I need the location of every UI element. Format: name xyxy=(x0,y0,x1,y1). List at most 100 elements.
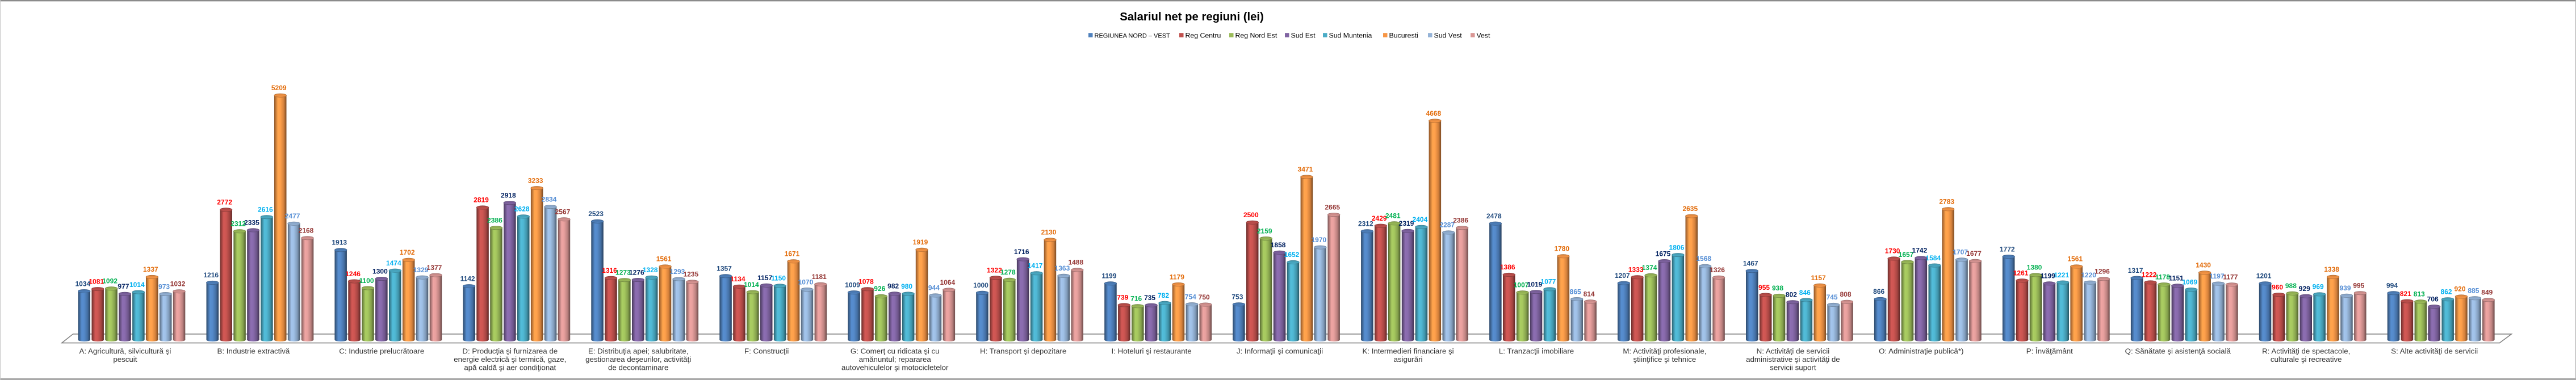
svg-text:O: Administraţie publică*): O: Administraţie publică*) xyxy=(1879,347,1963,356)
svg-text:1970: 1970 xyxy=(1311,236,1326,244)
svg-text:1317: 1317 xyxy=(2128,267,2143,275)
svg-text:1178: 1178 xyxy=(2155,273,2170,281)
svg-text:Salariul net pe regiuni (lei): Salariul net pe regiuni (lei) xyxy=(1120,11,1264,23)
svg-text:929: 929 xyxy=(2299,285,2310,293)
svg-text:1078: 1078 xyxy=(858,278,874,286)
svg-text:1430: 1430 xyxy=(2196,261,2211,269)
svg-text:2819: 2819 xyxy=(474,196,489,204)
svg-text:955: 955 xyxy=(1758,284,1770,292)
svg-text:1316: 1316 xyxy=(602,267,617,275)
svg-text:2834: 2834 xyxy=(542,195,557,203)
svg-text:782: 782 xyxy=(1158,292,1169,299)
svg-text:1386: 1386 xyxy=(1500,263,1515,271)
svg-text:982: 982 xyxy=(887,282,899,290)
svg-text:1150: 1150 xyxy=(771,275,786,282)
svg-text:1014: 1014 xyxy=(129,281,145,289)
svg-text:939: 939 xyxy=(2339,284,2351,292)
svg-text:M: Activităţi profesionale,şti: M: Activităţi profesionale, ştiinţifice ş… xyxy=(1623,347,1706,364)
svg-text:1221: 1221 xyxy=(2054,271,2069,279)
svg-text:2772: 2772 xyxy=(217,199,232,206)
svg-text:1702: 1702 xyxy=(400,248,415,256)
svg-text:L: Tranzacţii imobiliare: L: Tranzacţii imobiliare xyxy=(1499,347,1574,356)
svg-text:1069: 1069 xyxy=(2182,278,2197,286)
svg-text:1380: 1380 xyxy=(2027,264,2042,272)
svg-text:977: 977 xyxy=(118,282,129,290)
svg-text:1467: 1467 xyxy=(1743,260,1758,268)
svg-text:706: 706 xyxy=(2427,295,2439,303)
svg-text:1742: 1742 xyxy=(1912,247,1928,255)
svg-text:2477: 2477 xyxy=(285,212,300,220)
svg-text:2628: 2628 xyxy=(514,205,530,213)
svg-text:D: Producţia şi furnizarea dee: D: Producţia şi furnizarea de energie ele… xyxy=(454,347,566,372)
svg-text:1677: 1677 xyxy=(1966,250,1982,257)
svg-text:3233: 3233 xyxy=(528,176,543,184)
svg-text:Reg Centru: Reg Centru xyxy=(1186,31,1221,39)
svg-text:995: 995 xyxy=(2353,282,2364,290)
svg-text:926: 926 xyxy=(874,285,885,293)
svg-text:I: Hoteluri şi restaurante: I: Hoteluri şi restaurante xyxy=(1112,347,1192,356)
svg-text:Bucuresti: Bucuresti xyxy=(1389,31,1418,39)
svg-text:2429: 2429 xyxy=(1372,214,1387,222)
svg-text:2665: 2665 xyxy=(1325,203,1340,211)
svg-text:1199: 1199 xyxy=(2041,272,2055,280)
svg-text:2404: 2404 xyxy=(1413,216,1428,223)
svg-text:2130: 2130 xyxy=(1041,229,1057,237)
svg-text:1179: 1179 xyxy=(1170,273,1184,281)
svg-text:2567: 2567 xyxy=(555,208,571,216)
svg-text:802: 802 xyxy=(1786,291,1797,299)
svg-text:1328: 1328 xyxy=(643,266,658,274)
svg-text:1019: 1019 xyxy=(1527,281,1543,289)
svg-text:1377: 1377 xyxy=(427,264,442,272)
svg-text:A: Agricultură, silvicultură ş: A: Agricultură, silvicultură şi pescuit xyxy=(79,347,171,364)
svg-text:745: 745 xyxy=(1827,293,1838,301)
svg-text:1151: 1151 xyxy=(2169,275,2184,282)
svg-text:2312: 2312 xyxy=(231,220,246,228)
svg-text:944: 944 xyxy=(928,284,940,292)
svg-text:2478: 2478 xyxy=(1486,212,1502,220)
svg-text:4668: 4668 xyxy=(1426,109,1441,117)
svg-text:REGIUNEA NORD – VEST: REGIUNEA NORD – VEST xyxy=(1095,32,1171,39)
svg-text:920: 920 xyxy=(2454,285,2465,293)
svg-text:1222: 1222 xyxy=(2142,271,2157,279)
svg-text:1374: 1374 xyxy=(1642,264,1657,272)
svg-text:813: 813 xyxy=(2414,290,2425,298)
svg-text:2500: 2500 xyxy=(1243,211,1259,219)
svg-text:1716: 1716 xyxy=(1014,248,1029,256)
svg-text:2287: 2287 xyxy=(1439,221,1455,229)
svg-text:1707: 1707 xyxy=(1953,248,1968,256)
svg-text:750: 750 xyxy=(1199,293,1210,301)
svg-text:1273: 1273 xyxy=(615,269,631,277)
svg-text:808: 808 xyxy=(1840,290,1851,298)
svg-text:1014: 1014 xyxy=(744,281,759,289)
svg-text:960: 960 xyxy=(2272,283,2283,291)
svg-text:1177: 1177 xyxy=(2223,273,2238,281)
svg-text:1009: 1009 xyxy=(845,281,860,289)
svg-text:2918: 2918 xyxy=(501,192,516,200)
svg-text:Sud Vest: Sud Vest xyxy=(1434,31,1463,39)
svg-text:1157: 1157 xyxy=(757,274,772,282)
svg-text:1561: 1561 xyxy=(2067,255,2083,263)
svg-text:1474: 1474 xyxy=(386,259,401,267)
svg-text:J: Informaţii şi comunicaţii: J: Informaţii şi comunicaţii xyxy=(1237,347,1323,356)
svg-text:1100: 1100 xyxy=(359,277,374,285)
svg-text:1207: 1207 xyxy=(1615,272,1630,280)
svg-text:1337: 1337 xyxy=(143,265,158,273)
svg-text:2481: 2481 xyxy=(1385,212,1401,220)
svg-text:753: 753 xyxy=(1232,293,1243,301)
svg-text:1293: 1293 xyxy=(670,268,685,276)
svg-text:E: Distribuţia apei; salubrita: E: Distribuţia apei; salubritate, gestion… xyxy=(585,347,691,372)
svg-text:2335: 2335 xyxy=(244,219,259,227)
svg-text:1568: 1568 xyxy=(1696,255,1711,263)
svg-text:2159: 2159 xyxy=(1257,227,1272,235)
svg-text:938: 938 xyxy=(1772,284,1783,292)
svg-text:1032: 1032 xyxy=(170,280,186,288)
svg-text:1181: 1181 xyxy=(812,273,827,281)
svg-text:1201: 1201 xyxy=(2256,272,2272,280)
svg-text:2523: 2523 xyxy=(588,210,604,218)
svg-text:1157: 1157 xyxy=(1811,274,1826,282)
svg-text:Vest: Vest xyxy=(1477,31,1491,39)
svg-text:814: 814 xyxy=(1584,290,1595,298)
svg-text:1919: 1919 xyxy=(913,238,928,246)
svg-text:1363: 1363 xyxy=(1055,264,1070,272)
